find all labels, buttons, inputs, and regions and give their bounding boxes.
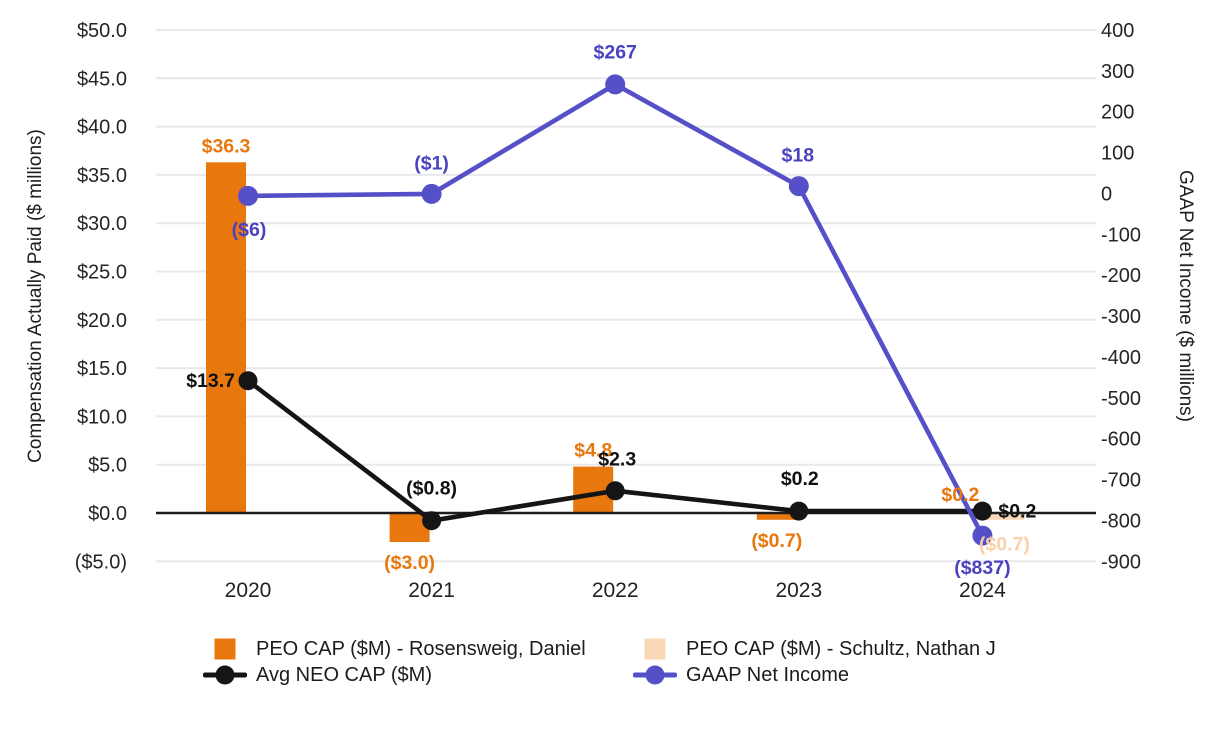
- data-label: $2.3: [598, 448, 636, 470]
- gaap-point-2024: [972, 525, 993, 546]
- neo-point-2022: [605, 481, 625, 501]
- right-axis-tick: -600: [1101, 429, 1141, 451]
- data-label: $36.3: [202, 135, 251, 157]
- data-label: ($0.7): [979, 533, 1030, 555]
- bar-2023-s0: [756, 513, 797, 520]
- data-label: ($1): [414, 152, 449, 174]
- right-axis-tick: -400: [1101, 347, 1141, 369]
- neo-point-2020: [238, 371, 258, 391]
- right-axis-tick: -700: [1101, 470, 1141, 492]
- right-axis-title: GAAP Net Income ($ millions): [1175, 169, 1196, 423]
- data-label: $0.2: [941, 484, 979, 506]
- left-axis-title: Compensation Actually Paid ($ millions): [25, 129, 46, 463]
- gaap-point-2023: [788, 176, 809, 197]
- left-axis-tick: $15.0: [77, 358, 127, 380]
- gaap-point-2020: [238, 185, 258, 206]
- data-label: ($3.0): [384, 552, 435, 574]
- right-axis-tick: -900: [1101, 551, 1141, 573]
- gaap-point-2022: [605, 74, 626, 95]
- right-axis-tick: 200: [1101, 102, 1134, 124]
- left-axis-tick: $20.0: [77, 310, 127, 332]
- left-axis-tick: $25.0: [77, 262, 127, 284]
- left-axis-tick: $35.0: [77, 165, 127, 187]
- right-axis-tick: 300: [1101, 61, 1134, 83]
- data-label: $18: [782, 145, 815, 167]
- gaap-point-2021: [421, 183, 442, 204]
- data-label: $0.2: [998, 501, 1036, 523]
- right-axis-tick: -500: [1101, 388, 1141, 410]
- left-axis-tick: $0.0: [88, 503, 127, 525]
- neo-point-2023: [789, 501, 809, 521]
- x-axis-label: 2023: [775, 579, 822, 602]
- left-axis-tick: $5.0: [88, 455, 127, 477]
- bar-2024-s1: [984, 513, 1025, 520]
- right-axis-tick: -300: [1101, 306, 1141, 328]
- right-axis-tick: -100: [1101, 224, 1141, 246]
- x-axis-label: 2024: [959, 579, 1006, 602]
- left-axis-tick: $30.0: [77, 213, 127, 235]
- left-axis-tick: $50.0: [77, 20, 127, 42]
- data-label: $267: [594, 41, 637, 63]
- x-axis-label: 2022: [592, 579, 639, 602]
- left-axis-tick: $10.0: [77, 406, 127, 428]
- data-label: $0.2: [781, 468, 819, 490]
- left-axis-tick: $45.0: [77, 68, 127, 90]
- right-axis-tick: 100: [1101, 143, 1134, 165]
- bar-2020-s0: [206, 162, 246, 514]
- data-label: ($837): [954, 557, 1010, 579]
- x-axis-label: 2021: [408, 579, 455, 602]
- right-axis-tick: 400: [1101, 20, 1134, 42]
- x-axis-label: 2020: [225, 579, 272, 602]
- neo-point-2024: [972, 501, 992, 521]
- left-axis-tick: $40.0: [77, 117, 127, 139]
- data-label: $13.7: [186, 370, 235, 392]
- data-label: $4.8: [574, 440, 612, 462]
- data-label: ($0.7): [751, 530, 802, 552]
- right-axis-tick: -200: [1101, 265, 1141, 287]
- data-label: ($0.8): [406, 478, 457, 500]
- neo-point-2021: [422, 511, 442, 531]
- left-axis-tick: ($5.0): [75, 551, 127, 573]
- right-axis-tick: -800: [1101, 510, 1141, 532]
- right-axis-tick: 0: [1101, 184, 1112, 206]
- data-label: ($6): [232, 219, 267, 241]
